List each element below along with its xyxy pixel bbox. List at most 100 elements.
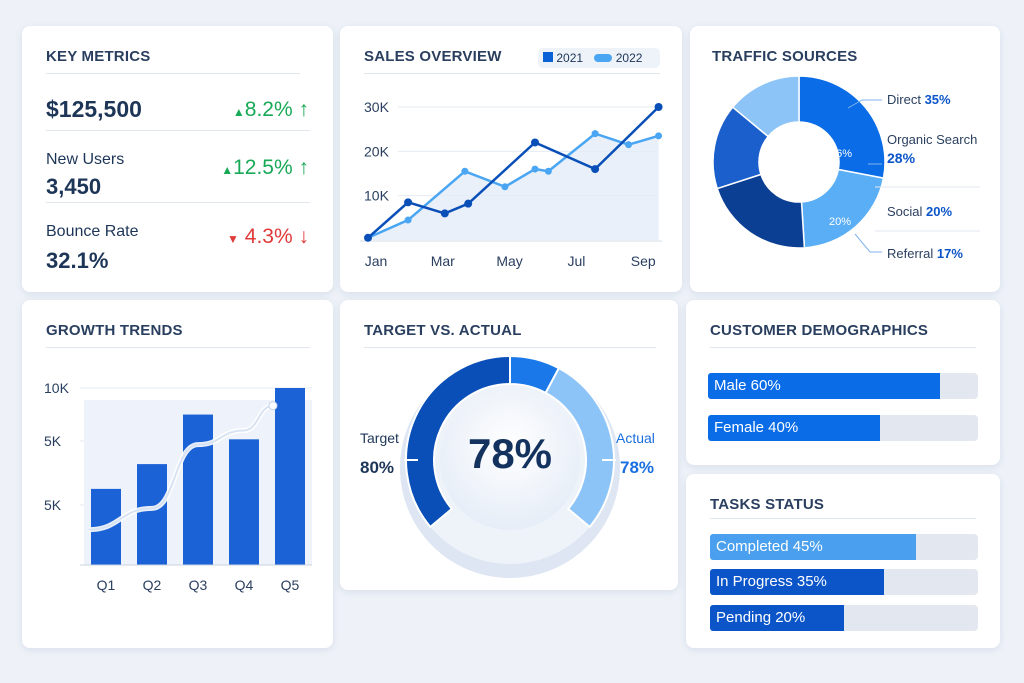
data-point-2021 bbox=[654, 103, 663, 111]
metric-revenue-change: ▲8.2% ↑ bbox=[233, 98, 309, 122]
gauge-center bbox=[440, 390, 580, 530]
task-bar-pending: Pending 20% bbox=[710, 605, 978, 631]
legend-referral: Referral 17% bbox=[887, 246, 963, 261]
data-point-2022 bbox=[531, 165, 539, 173]
actual-value: 78% bbox=[620, 458, 655, 477]
metric-bounce-label: Bounce Rate bbox=[46, 223, 139, 240]
change-value: 12.5% bbox=[233, 156, 293, 179]
demographic-bar-male: Male 60% bbox=[708, 373, 978, 399]
y-tick-label: 20K bbox=[364, 143, 390, 159]
triangle-up-icon: ▲ bbox=[221, 163, 234, 177]
data-point-2021 bbox=[440, 209, 449, 218]
x-tick-label: May bbox=[496, 253, 522, 269]
target-gauge bbox=[400, 354, 620, 578]
metric-revenue-value: $125,500 bbox=[46, 96, 142, 122]
traffic-donut-chart: 86% 20% Direct 35% Social 20% Referral 17% Or… bbox=[712, 75, 980, 261]
triangle-down-icon: ▼ bbox=[227, 232, 239, 246]
bar-fill: Male 60% bbox=[708, 373, 940, 399]
y-tick-label: 10K bbox=[364, 188, 390, 204]
x-tick-label: Q2 bbox=[143, 577, 162, 593]
leader-line bbox=[854, 233, 882, 253]
arrow-up-icon: ↑ bbox=[298, 98, 310, 121]
target-value: 80% bbox=[360, 458, 395, 477]
x-tick-label: Q1 bbox=[97, 577, 116, 593]
bar-fill: In Progress 35% bbox=[710, 569, 884, 595]
data-point-2022 bbox=[625, 141, 633, 149]
target-actual-card: TARGET VS. ACTUAL Target 80% Actual 78% … bbox=[340, 300, 678, 590]
trend-end-point bbox=[268, 401, 278, 411]
data-point-2021 bbox=[404, 198, 413, 207]
metric-users-label: New Users bbox=[46, 151, 125, 168]
y-tick-label: 30K bbox=[364, 99, 390, 115]
triangle-up-icon: ▲ bbox=[232, 105, 245, 119]
x-tick-label: Sep bbox=[631, 253, 656, 269]
x-tick-label: Q5 bbox=[281, 577, 300, 593]
demographics-title: CUSTOMER DEMOGRAPHICS bbox=[710, 322, 929, 339]
slice-inner-label: 86% bbox=[830, 148, 852, 160]
divider bbox=[46, 202, 310, 203]
x-tick-label: Jan bbox=[365, 253, 388, 269]
divider bbox=[710, 347, 976, 348]
slice-social bbox=[800, 168, 885, 249]
sales-title: SALES OVERVIEW bbox=[364, 48, 502, 65]
trend-line bbox=[88, 404, 274, 531]
data-point-2022 bbox=[655, 132, 663, 140]
arrow-up-icon: ↑ bbox=[298, 156, 310, 179]
key-metrics-card: KEY METRICS $125,500 ▲8.2% ↑ New Users 3… bbox=[22, 26, 333, 292]
bar-q2 bbox=[137, 464, 167, 565]
data-point-2021 bbox=[591, 165, 600, 174]
demographic-bar-female: Female 40% bbox=[708, 415, 978, 441]
data-point-2022 bbox=[404, 216, 412, 224]
data-point-2021 bbox=[364, 233, 372, 242]
bar-fill: Pending 20% bbox=[710, 605, 844, 631]
bar-q5 bbox=[275, 388, 305, 565]
leader-line bbox=[847, 99, 882, 109]
change-value: 8.2% bbox=[244, 98, 293, 121]
legend-value: 17% bbox=[937, 246, 963, 261]
x-tick-label: Jul bbox=[567, 253, 585, 269]
sales-line-chart: 10K 20K 30K Jan Mar May Jul Sep bbox=[360, 99, 663, 269]
legend-value: 35% bbox=[925, 92, 951, 107]
legend-organic-search: Organic Search bbox=[887, 132, 977, 147]
slice-inner-label: 20% bbox=[829, 216, 851, 228]
change-value: 4.3% bbox=[244, 225, 293, 248]
traffic-sources-card: TRAFFIC SOURCES 86% 20% Direct 35% Social 2… bbox=[690, 26, 1000, 292]
bar-label: Female 40% bbox=[714, 419, 799, 436]
bar-label: Male 60% bbox=[714, 377, 781, 394]
y-tick-label: 5K bbox=[44, 433, 62, 449]
divider bbox=[46, 347, 310, 348]
bar-fill: Completed 45% bbox=[710, 534, 916, 560]
growth-bar-chart: 10K 5K 5K Q1 Q2 Q3 Q4 Q5 bbox=[44, 380, 312, 593]
tasks-status-card: TASKS STATUS Completed 45% In Progress 3… bbox=[686, 474, 1000, 648]
divider bbox=[364, 347, 656, 348]
customer-demographics-card: CUSTOMER DEMOGRAPHICS Male 60% Female 40… bbox=[686, 300, 1000, 465]
bar-fill: Female 40% bbox=[708, 415, 880, 441]
divider bbox=[710, 518, 976, 519]
actual-label: Actual bbox=[616, 430, 655, 446]
growth-title: GROWTH TRENDS bbox=[46, 322, 183, 339]
metric-users-change: ▲12.5% ↑ bbox=[221, 156, 309, 180]
task-bar-in-progress: In Progress 35% bbox=[710, 569, 978, 595]
legend-value: 28% bbox=[887, 150, 916, 166]
divider bbox=[364, 73, 660, 74]
bar-label: Pending 20% bbox=[716, 609, 806, 626]
sales-legend: 2021 2022 bbox=[538, 48, 660, 68]
gauge-segment-actual bbox=[544, 366, 615, 529]
legend-swatch-2022 bbox=[594, 54, 613, 62]
data-point-2022 bbox=[461, 167, 469, 175]
legend-social: Social 20% bbox=[887, 204, 952, 219]
metric-bounce-value: 32.1% bbox=[46, 248, 109, 273]
metric-users-value: 3,450 bbox=[46, 174, 102, 199]
data-point-2022 bbox=[544, 167, 552, 175]
target-label: Target bbox=[360, 430, 399, 446]
data-point-2022 bbox=[501, 183, 509, 191]
legend-swatch-2021 bbox=[543, 52, 553, 62]
bar-q3 bbox=[183, 414, 213, 565]
metric-bounce-change: ▼ 4.3% ↓ bbox=[227, 225, 309, 249]
y-tick-label: 5K bbox=[44, 497, 62, 513]
divider bbox=[46, 130, 310, 131]
y-tick-label: 10K bbox=[44, 380, 70, 396]
data-point-2021 bbox=[531, 138, 539, 147]
bar-q4 bbox=[229, 439, 259, 565]
legend-direct: Direct 35% bbox=[887, 92, 951, 107]
